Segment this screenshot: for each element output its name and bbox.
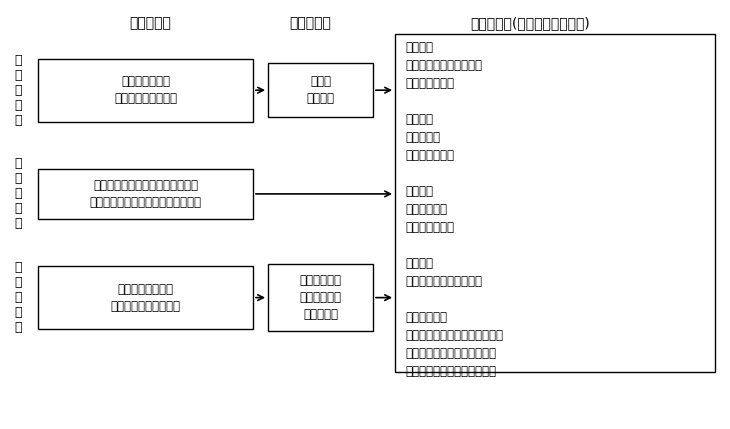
Text: 集中力低下／飲酒・喫煙量の増加
引きこもり／不眠／意欲減退　など: 集中力低下／飲酒・喫煙量の増加 引きこもり／不眠／意欲減退 など <box>90 179 201 209</box>
Text: 重篤な反応(ストレス関連疾患): 重篤な反応(ストレス関連疾患) <box>470 16 590 30</box>
Text: 循環器系
本態性高血圧／心筋梗塞
狭心症／不整脈

消化器系
消化性潰瘍
過敏性腸症候群

呼吸器系
過呼吸症候群
気管支炎の悪化

筋骨格系
筋緊張性頭痛／慢: 循環器系 本態性高血圧／心筋梗塞 狭心症／不整脈 消化器系 消化性潰瘍 過敏性腸… <box>405 42 503 378</box>
FancyBboxPatch shape <box>38 169 253 219</box>
FancyBboxPatch shape <box>38 266 253 329</box>
FancyBboxPatch shape <box>268 63 373 117</box>
FancyBboxPatch shape <box>38 59 253 122</box>
Text: 血圧上昇／筋緊張
心拍数増加／末梢発汗: 血圧上昇／筋緊張 心拍数増加／末梢発汗 <box>110 283 180 313</box>
Text: 頭痛／めまい
肩こり／胃痛
下痢　など: 頭痛／めまい 肩こり／胃痛 下痢 など <box>299 274 342 321</box>
FancyBboxPatch shape <box>395 34 715 372</box>
Text: 行
動
的
反
応: 行 動 的 反 応 <box>15 157 22 230</box>
Text: 不安／イライラ
怒り／悲しみ　など: 不安／イライラ 怒り／悲しみ など <box>114 75 177 105</box>
Text: 心
理
的
反
応: 心 理 的 反 応 <box>15 54 22 127</box>
Text: 無気力
うつ気分: 無気力 うつ気分 <box>307 75 334 105</box>
Text: 一次的反応: 一次的反応 <box>129 16 171 30</box>
Text: 二次的反応: 二次的反応 <box>289 16 331 30</box>
FancyBboxPatch shape <box>268 264 373 332</box>
Text: 身
体
的
反
応: 身 体 的 反 応 <box>15 261 22 334</box>
